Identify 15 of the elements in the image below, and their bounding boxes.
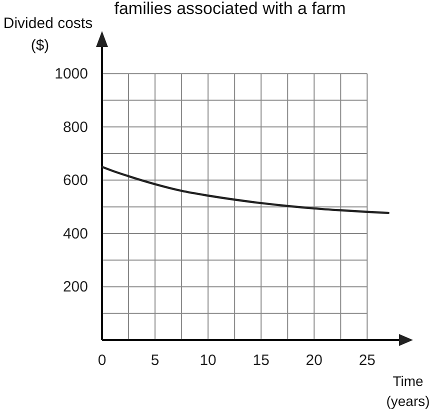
y-tick-label: 400: [62, 225, 88, 242]
chart-title: families associated with a farm: [114, 0, 346, 18]
x-tick-label: 20: [306, 352, 322, 369]
x-tick-label: 15: [252, 352, 270, 369]
y-tick-label: 600: [62, 172, 88, 190]
line-series: [100, 166, 390, 214]
x-tick-label: 25: [358, 352, 376, 369]
x-tick-label: 0: [98, 352, 106, 369]
y-axis-title: Divided costs ($): [3, 15, 93, 54]
x-tick-label: 10: [200, 352, 216, 369]
y-tick-label: 200: [62, 278, 88, 296]
y-tick-label: 1000: [54, 66, 88, 83]
x-axis-title: Time (years): [386, 373, 430, 409]
x-tick-label: 5: [150, 352, 160, 369]
y-tick-label: 800: [62, 118, 88, 136]
